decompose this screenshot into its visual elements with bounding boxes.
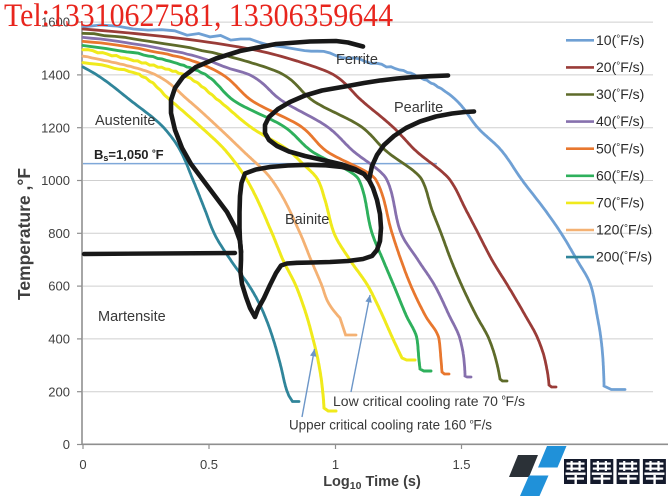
svg-text:70(°F/s): 70(°F/s): [596, 195, 644, 211]
svg-text:10(°F/s): 10(°F/s): [596, 32, 644, 48]
svg-text:1.5: 1.5: [452, 457, 470, 472]
svg-text:Martensite: Martensite: [98, 309, 166, 325]
svg-text:Log10 Time (s): Log10 Time (s): [323, 474, 421, 492]
svg-text:0: 0: [79, 457, 86, 472]
svg-text:120(°F/s): 120(°F/s): [596, 222, 652, 238]
svg-text:40(°F/s): 40(°F/s): [596, 113, 644, 129]
svg-text:200: 200: [48, 384, 70, 399]
svg-text:Pearlite: Pearlite: [394, 100, 443, 116]
svg-text:400: 400: [48, 332, 70, 347]
svg-text:Upper critical cooling rate 16: Upper critical cooling rate 160 ºF/s: [289, 418, 492, 433]
svg-text:Ferrite: Ferrite: [336, 52, 378, 68]
svg-text:1400: 1400: [41, 68, 70, 83]
svg-text:Bainite: Bainite: [285, 212, 329, 228]
svg-text:600: 600: [48, 279, 70, 294]
svg-text:1: 1: [332, 457, 339, 472]
svg-text:1600: 1600: [41, 15, 70, 30]
svg-text:Bs=1,050 ºF: Bs=1,050 ºF: [94, 147, 164, 163]
svg-text:800: 800: [48, 226, 70, 241]
svg-text:30(°F/s): 30(°F/s): [596, 86, 644, 102]
svg-text:Low critical cooling rate 70 º: Low critical cooling rate 70 ºF/s: [333, 393, 525, 409]
svg-text:20(°F/s): 20(°F/s): [596, 59, 644, 75]
svg-text:1000: 1000: [41, 173, 70, 188]
svg-text:Austenite: Austenite: [95, 113, 155, 129]
svg-text:60(°F/s): 60(°F/s): [596, 167, 644, 183]
svg-text:Temperature ,°F: Temperature ,°F: [14, 168, 34, 300]
svg-text:1200: 1200: [41, 120, 70, 135]
svg-text:50(°F/s): 50(°F/s): [596, 140, 644, 156]
svg-text:0: 0: [63, 437, 70, 452]
svg-text:0.5: 0.5: [200, 457, 218, 472]
svg-text:Tel:13310627581, 13306359644: Tel:13310627581, 13306359644: [4, 0, 393, 34]
svg-text:200(°F/s): 200(°F/s): [596, 249, 652, 265]
